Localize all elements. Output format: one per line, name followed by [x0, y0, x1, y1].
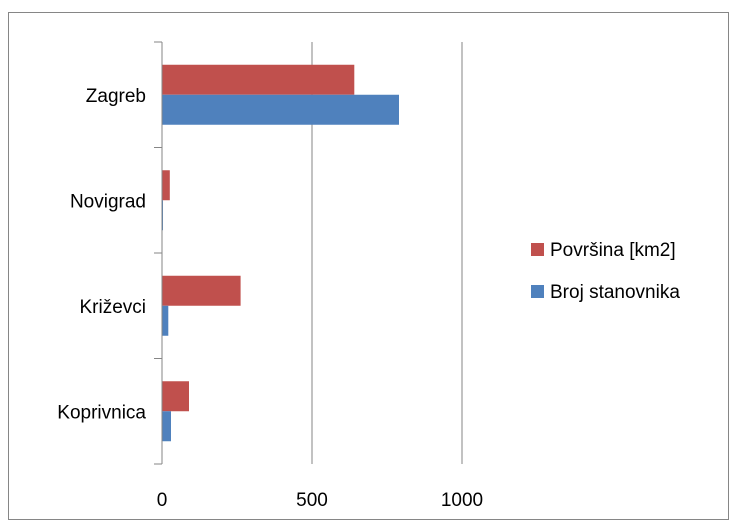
bar-novigrad-povrsina-km2 [162, 170, 170, 201]
category-label-novigrad: Novigrad [70, 191, 146, 212]
x-tick-label-500: 500 [296, 490, 328, 511]
legend-label-broj-stanovnika: Broj stanovnika [550, 282, 680, 303]
bar-krizevci-broj-stanovnika [162, 305, 169, 336]
category-labels: Zagreb Novigrad Križevci Koprivnica [57, 86, 146, 424]
bar-zagreb-broj-stanovnika [162, 94, 399, 125]
bar-koprivnica-povrsina-km2 [162, 381, 189, 412]
category-label-zagreb: Zagreb [86, 86, 146, 107]
bar-koprivnica-broj-stanovnika [162, 411, 171, 442]
legend-label-povrsina-km2: Površina [km2] [550, 240, 676, 261]
legend-swatch-povrsina-km2 [531, 243, 544, 256]
category-label-koprivnica: Koprivnica [57, 402, 146, 423]
legend: Površina [km2] Broj stanovnika [531, 240, 680, 303]
axes [154, 41, 163, 465]
bars [162, 64, 399, 442]
legend-swatch-broj-stanovnika [531, 285, 544, 298]
bar-zagreb-povrsina-km2 [162, 64, 355, 95]
x-tick-label-0: 0 [157, 490, 168, 511]
category-label-krizevci: Križevci [79, 297, 146, 318]
tick-labels: 0 500 1000 [157, 490, 483, 511]
x-tick-label-1000: 1000 [441, 490, 483, 511]
bar-krizevci-povrsina-km2 [162, 275, 241, 306]
